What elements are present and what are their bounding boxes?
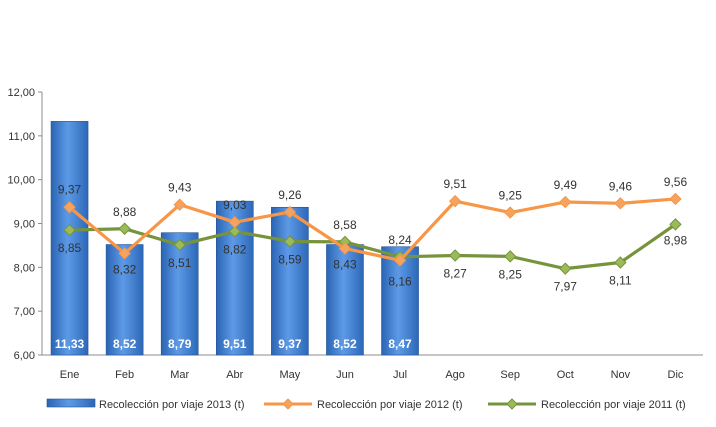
marker-2011 — [614, 256, 627, 269]
data-label-2012: 9,43 — [168, 181, 192, 195]
legend-label-2013: Recolección por viaje 2013 (t) — [99, 399, 245, 411]
marker-2011 — [504, 250, 517, 263]
data-label-2011: 8,82 — [223, 242, 247, 256]
marker-2012 — [118, 247, 131, 260]
y-tick-label: 10,00 — [7, 175, 35, 187]
data-label-2011: 8,98 — [664, 233, 688, 247]
data-label-2011: 8,24 — [388, 233, 412, 247]
data-label-2012: 9,49 — [554, 178, 578, 192]
data-labels: 11,33 8,52 8,79 9,51 9,37 8,52 8,47 9,37 8,32 9,4… — [55, 175, 688, 351]
bar-2013 — [271, 206, 309, 356]
x-tick-label: Ene — [60, 369, 80, 381]
legend: Recolección por viaje 2013 (t) Recolecció… — [46, 398, 686, 411]
line-series — [63, 192, 682, 275]
marker-2011 — [118, 222, 131, 235]
bar-label-2013: 8,52 — [113, 337, 137, 351]
y-tick-label: 12,00 — [7, 87, 35, 99]
x-tick-label: Feb — [115, 369, 134, 381]
legend-swatch-2013 — [46, 398, 96, 408]
y-tick-label: 7,00 — [14, 306, 35, 318]
data-label-2011: 8,88 — [113, 205, 137, 219]
data-label-2012: 8,43 — [333, 257, 357, 271]
data-label-2011: 8,25 — [499, 267, 523, 281]
legend-marker-2012 — [282, 398, 294, 410]
x-tick-label: Sep — [500, 369, 520, 381]
line-2011 — [69, 223, 677, 271]
line-2012 — [68, 197, 676, 262]
x-tick-label: Abr — [226, 369, 243, 381]
data-label-2012: 8,16 — [388, 274, 412, 288]
bar-series-2013 — [50, 121, 419, 356]
bar-label-2013: 9,37 — [278, 337, 302, 351]
x-tick-label: Oct — [557, 369, 574, 381]
marker-2011 — [283, 235, 297, 248]
x-tick-label: May — [279, 369, 300, 381]
x-tick-label: Mar — [170, 369, 189, 381]
bar-2013 — [160, 232, 199, 356]
marker-2011 — [448, 249, 462, 262]
marker-2011 — [173, 238, 186, 252]
marker-2012 — [338, 242, 352, 255]
legend-label-2011: Recolección por viaje 2011 (t) — [541, 399, 686, 411]
marker-2012 — [669, 192, 682, 206]
marker-2011 — [559, 262, 572, 275]
data-label-2012: 9,37 — [58, 182, 82, 196]
data-label-2011: 8,27 — [443, 266, 467, 280]
marker-2011 — [228, 225, 241, 238]
x-tick-label: Jul — [393, 369, 407, 381]
bar-label-2013: 8,52 — [333, 337, 357, 351]
marker-2012 — [393, 254, 407, 267]
data-label-2012: 9,25 — [499, 189, 523, 203]
bar-label-2013: 8,79 — [168, 337, 192, 351]
x-tick-label: Nov — [611, 369, 631, 381]
x-tick-label: Ago — [445, 369, 465, 381]
marker-2012 — [614, 197, 627, 210]
data-label-2012: 9,26 — [278, 188, 302, 202]
marker-2012 — [559, 195, 572, 209]
marker-2011 — [63, 223, 76, 237]
y-tick-label: 6,00 — [14, 350, 35, 362]
marker-2012 — [63, 201, 76, 214]
bar-label-2013: 8,47 — [388, 337, 412, 351]
marker-2012 — [504, 206, 517, 219]
marker-2012 — [173, 198, 186, 211]
legend-marker-2011 — [506, 398, 518, 410]
legend-label-2012: Recolección por viaje 2012 (t) — [317, 399, 463, 411]
data-label-2012: 9,03 — [223, 198, 247, 212]
y-tick-label: 8,00 — [14, 262, 35, 274]
data-label-2011: 8,58 — [333, 218, 357, 232]
data-label-2012: 9,46 — [609, 179, 633, 193]
bar-label-2013: 9,51 — [223, 337, 247, 351]
marker-2011 — [669, 218, 682, 231]
x-tick-label: Jun — [336, 369, 354, 381]
marker-2012 — [448, 194, 462, 208]
data-label-2011: 7,97 — [554, 280, 578, 294]
bar-2013 — [50, 121, 89, 356]
y-tick-label: 11,00 — [8, 131, 35, 143]
axes: 6,00 7,00 8,00 9,00 10,00 11,00 12,00 Ene Feb Mar… — [7, 87, 703, 381]
bar-2013 — [326, 244, 364, 356]
data-label-2011: 8,51 — [168, 256, 192, 270]
data-label-2011: 8,11 — [609, 274, 632, 288]
data-label-2012: 9,51 — [443, 177, 467, 191]
data-label-2012: 9,56 — [664, 175, 688, 189]
data-label-2012: 8,32 — [113, 262, 137, 276]
marker-2012 — [283, 205, 297, 219]
data-label-2011: 8,85 — [58, 241, 82, 255]
x-tick-label: Dic — [668, 369, 684, 381]
y-tick-label: 9,00 — [14, 219, 35, 231]
data-label-2011: 8,59 — [278, 252, 302, 266]
bar-2013 — [105, 244, 144, 356]
bar-label-2013: 11,33 — [55, 337, 85, 351]
marker-2012 — [228, 215, 241, 229]
